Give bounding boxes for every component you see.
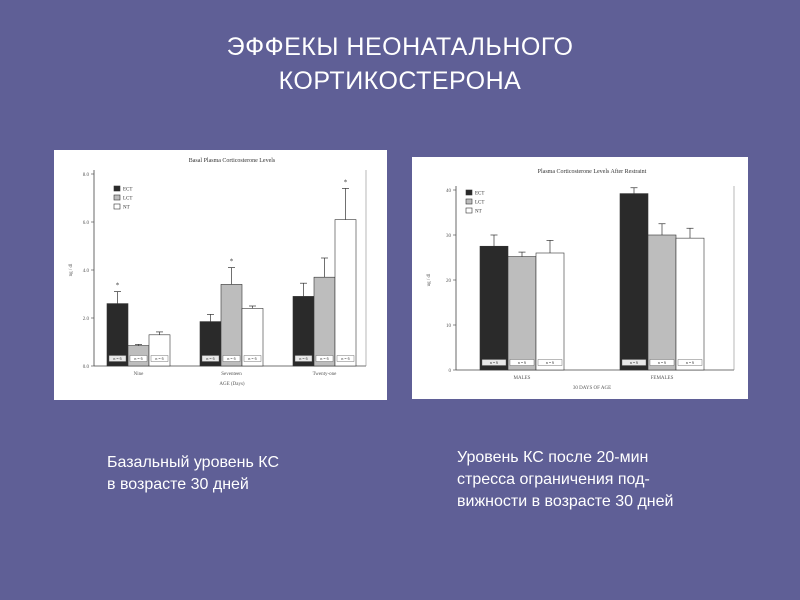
- n-label-box: [222, 355, 241, 362]
- y-tick-label: 30: [446, 234, 452, 239]
- y-tick-label: 6.0: [83, 221, 90, 226]
- n-label-box: [150, 355, 169, 362]
- basal-corticosterone-chart: Basal Plasma Corticosterone Levels 0.0 2.0…: [69, 158, 367, 387]
- n-label: n = 6: [248, 356, 256, 361]
- y-tick-label: 0.0: [83, 365, 90, 370]
- n-label-box: [129, 355, 148, 362]
- basal-corticosterone-chart-panel: Basal Plasma Corticosterone Levels 0.0 2.0…: [54, 150, 387, 400]
- y-tick-label: 2.0: [83, 317, 90, 322]
- n-label-box: [509, 359, 535, 366]
- n-label-box: [315, 355, 334, 362]
- n-label: n = 6: [686, 360, 694, 365]
- caption-right-line-3: вижности в возрасте 30 дней: [457, 493, 674, 510]
- legend-label: LCT: [475, 201, 484, 206]
- restraint-corticosterone-chart-panel: Plasma Corticosterone Levels After Restr…: [412, 157, 748, 399]
- legend-label: NT: [123, 206, 130, 211]
- n-label-box: [649, 359, 675, 366]
- legend-swatch: [465, 189, 473, 196]
- x-category-label: MALES: [514, 376, 531, 381]
- bar-lct-females: [647, 234, 677, 371]
- y-tick-label: 10: [446, 324, 452, 329]
- chart-title: Plasma Corticosterone Levels After Restr…: [538, 168, 647, 175]
- n-label: n = 6: [518, 360, 526, 365]
- caption-left-line-1: Базальный уровень КС: [107, 454, 279, 471]
- significance-marker: *: [344, 178, 348, 186]
- bar-nt-females: [675, 237, 705, 371]
- n-label-box: [108, 355, 127, 362]
- y-tick-label: 40: [446, 189, 452, 194]
- n-label: n = 6: [299, 356, 307, 361]
- legend-swatch: [113, 203, 121, 210]
- n-label-box: [537, 359, 563, 366]
- n-label: n = 6: [320, 356, 328, 361]
- y-axis-label: ug / dl: [427, 273, 432, 286]
- legend-swatch: [113, 185, 121, 192]
- n-label-box: [243, 355, 262, 362]
- n-label-box: [336, 355, 355, 362]
- n-label-box: [201, 355, 220, 362]
- caption-right-line-1: Уровень КС после 20-мин: [457, 449, 649, 466]
- n-label-box: [621, 359, 647, 366]
- bar-lct-males: [507, 256, 537, 371]
- slide-title-line-1: ЭФФЕКЫ НЕОНАТАЛЬНОГО: [226, 33, 574, 61]
- legend-label: ECT: [123, 188, 132, 193]
- n-label-box: [481, 359, 507, 366]
- n-label-box: [677, 359, 703, 366]
- x-axis-label: AGE (Days): [219, 382, 244, 387]
- y-tick-label: 8.0: [83, 173, 90, 178]
- x-category-label: Twenty-one: [313, 372, 338, 377]
- bar-lct-seventeen: [220, 284, 243, 367]
- y-axis-label: ng / dl: [69, 263, 74, 276]
- slide-title: ЭФФЕКЫ НЕОНАТАЛЬНОГО КОРТИКОСТЕРОНА: [0, 30, 800, 98]
- y-tick-label: 20: [446, 279, 452, 284]
- bar-lct-twenty-one: [313, 276, 336, 367]
- legend-label: LCT: [123, 197, 132, 202]
- n-label: n = 6: [206, 356, 214, 361]
- n-label: n = 6: [658, 360, 666, 365]
- caption-right-line-2: стресса ограничения под-: [457, 471, 650, 488]
- y-tick-label: 4.0: [83, 269, 90, 274]
- significance-marker: *: [116, 282, 120, 290]
- significance-marker: *: [230, 258, 234, 266]
- bar-ect-females: [619, 193, 649, 371]
- n-label: n = 6: [155, 356, 163, 361]
- bar-ect-males: [479, 245, 509, 371]
- n-label: n = 6: [227, 356, 235, 361]
- y-tick-label: 0: [449, 369, 452, 374]
- n-label: n = 6: [113, 356, 121, 361]
- bar-nt-twenty-one: [334, 219, 357, 367]
- x-category-label: FEMALES: [651, 376, 674, 381]
- restraint-corticosterone-chart: Plasma Corticosterone Levels After Restr…: [427, 168, 735, 391]
- caption-left: Базальный уровень КС в возрасте 30 дней: [107, 452, 367, 496]
- caption-right: Уровень КС после 20-мин стресса ограниче…: [457, 447, 757, 513]
- x-category-label: Nine: [134, 372, 145, 377]
- x-axis-label: 30 DAYS OF AGE: [573, 386, 611, 391]
- legend-swatch: [465, 207, 473, 214]
- n-label: n = 6: [490, 360, 498, 365]
- chart-title: Basal Plasma Corticosterone Levels: [189, 158, 276, 164]
- bar-nt-males: [535, 252, 565, 371]
- n-label-box: [294, 355, 313, 362]
- n-label: n = 6: [630, 360, 638, 365]
- x-category-label: Seventeen: [221, 372, 242, 377]
- legend-swatch: [113, 194, 121, 201]
- legend-swatch: [465, 198, 473, 205]
- n-label: n = 6: [134, 356, 142, 361]
- n-label: n = 6: [546, 360, 554, 365]
- caption-left-line-2: в возрасте 30 дней: [107, 476, 249, 493]
- legend-label: ECT: [475, 192, 484, 197]
- slide-title-line-2: КОРТИКОСТЕРОНА: [278, 67, 522, 95]
- n-label: n = 6: [341, 356, 349, 361]
- legend-label: NT: [475, 210, 482, 215]
